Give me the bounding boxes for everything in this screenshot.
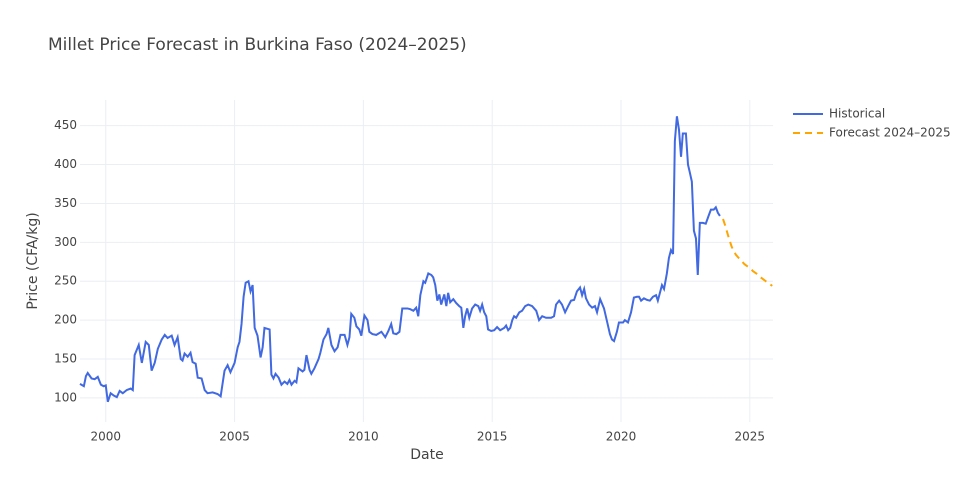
x-tick-label: 2010 [348, 430, 379, 444]
y-axis-title: Price (CFA/kg) [25, 212, 41, 309]
x-tick-label: 2025 [735, 430, 766, 444]
y-tick-label: 350 [54, 196, 77, 210]
y-tick-label: 450 [54, 118, 77, 132]
chart-title: Millet Price Forecast in Burkina Faso (2… [48, 35, 467, 55]
legend-label: Historical [829, 107, 885, 121]
x-tick-label: 2005 [219, 430, 250, 444]
x-tick-label: 2000 [90, 430, 121, 444]
y-tick-label: 200 [54, 313, 77, 327]
y-tick-label: 400 [54, 157, 77, 171]
y-tick-label: 300 [54, 235, 77, 249]
x-tick-label: 2015 [477, 430, 508, 444]
x-axis-title: Date [410, 447, 443, 463]
y-tick-label: 250 [54, 274, 77, 288]
series-line [722, 218, 773, 287]
series-line [79, 116, 721, 403]
x-tick-label: 2020 [606, 430, 637, 444]
legend-label: Forecast 2024–2025 [829, 126, 951, 140]
y-tick-label: 100 [54, 390, 77, 404]
y-tick-label: 150 [54, 352, 77, 366]
